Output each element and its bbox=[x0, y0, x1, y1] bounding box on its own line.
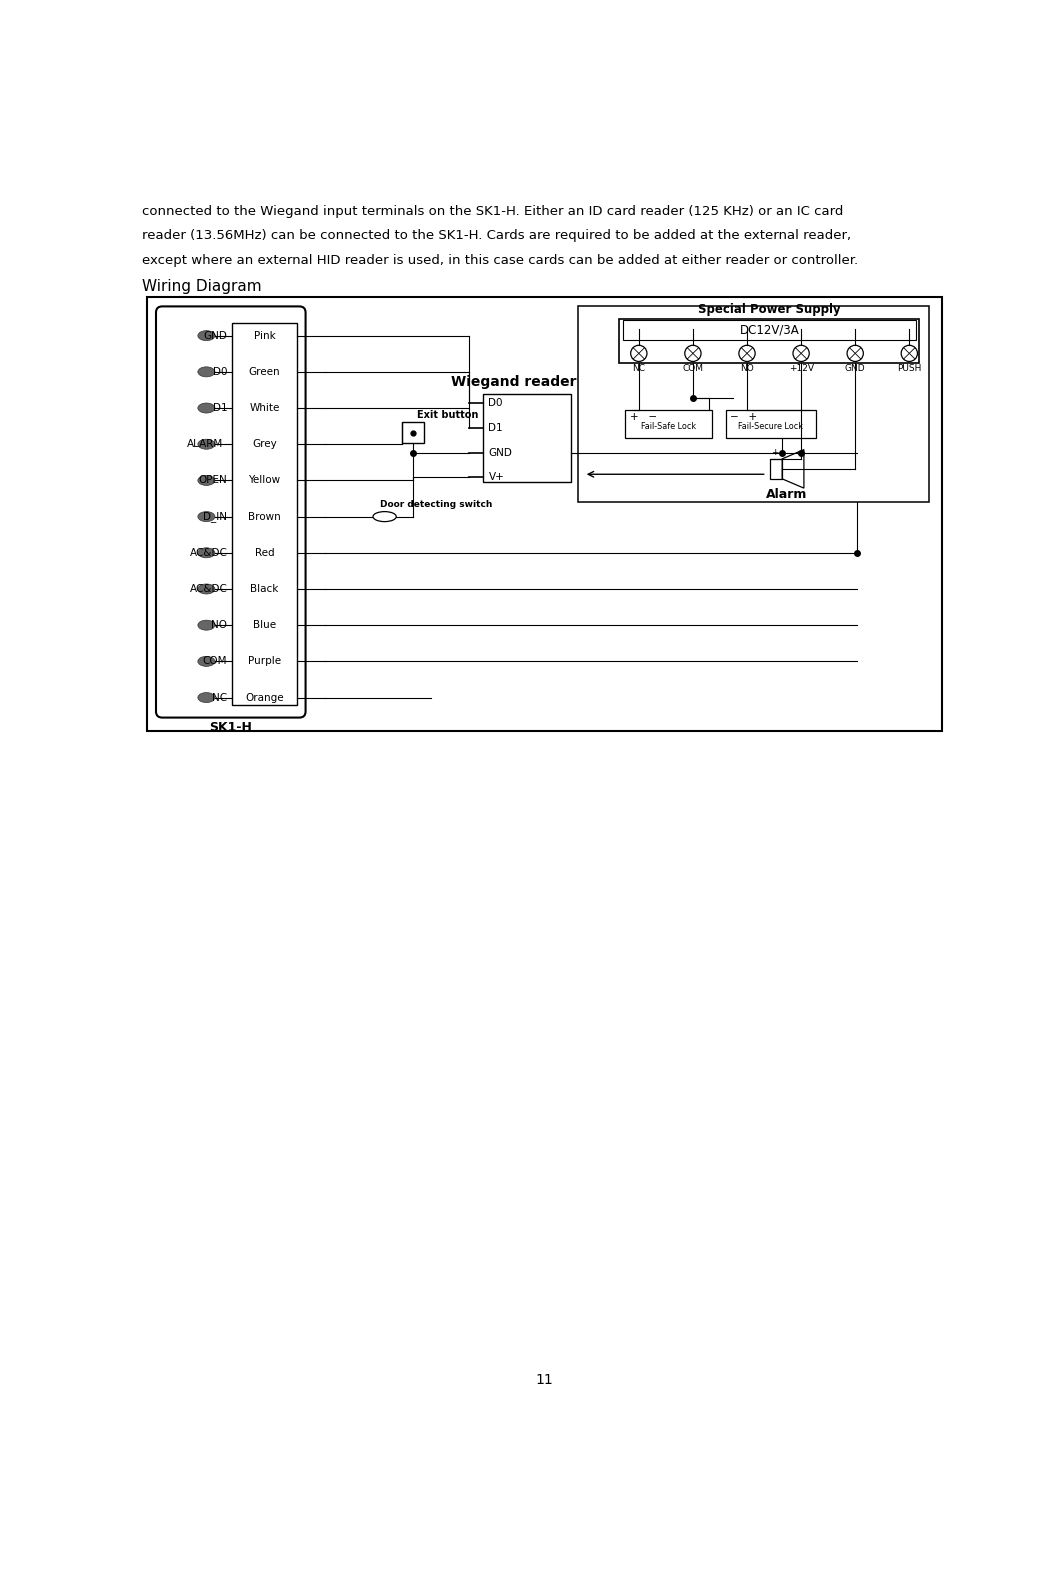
Text: Wiring Diagram: Wiring Diagram bbox=[142, 279, 261, 294]
Ellipse shape bbox=[198, 584, 215, 593]
Text: White: White bbox=[250, 402, 279, 413]
FancyBboxPatch shape bbox=[770, 459, 783, 478]
Text: DC12V/3A: DC12V/3A bbox=[739, 323, 800, 336]
Text: Door detecting switch: Door detecting switch bbox=[380, 500, 493, 510]
Text: Wiegand reader: Wiegand reader bbox=[450, 376, 576, 388]
Text: Fail-Secure Lock: Fail-Secure Lock bbox=[738, 423, 804, 431]
Text: Grey: Grey bbox=[252, 439, 277, 450]
Text: +   −: + − bbox=[630, 412, 656, 421]
Text: D1: D1 bbox=[489, 423, 503, 432]
Text: COM: COM bbox=[203, 656, 227, 666]
Text: GND: GND bbox=[489, 448, 512, 458]
Text: Red: Red bbox=[255, 548, 274, 557]
Text: Pink: Pink bbox=[254, 331, 275, 341]
Text: reader (13.56MHz) can be connected to the SK1-H. Cards are required to be added : reader (13.56MHz) can be connected to th… bbox=[142, 229, 851, 243]
Text: −   +: − + bbox=[731, 412, 757, 421]
Text: SK1-H: SK1-H bbox=[209, 721, 253, 734]
FancyBboxPatch shape bbox=[624, 410, 713, 439]
Text: Exit button: Exit button bbox=[417, 410, 479, 420]
FancyBboxPatch shape bbox=[619, 319, 920, 363]
Text: PUSH: PUSH bbox=[897, 365, 922, 372]
FancyBboxPatch shape bbox=[156, 306, 306, 718]
Ellipse shape bbox=[198, 402, 215, 413]
Text: +12V: +12V bbox=[789, 365, 813, 372]
FancyBboxPatch shape bbox=[402, 421, 424, 443]
FancyBboxPatch shape bbox=[232, 322, 297, 705]
Text: Black: Black bbox=[251, 584, 278, 593]
Text: Orange: Orange bbox=[245, 693, 284, 702]
Ellipse shape bbox=[198, 656, 215, 666]
Text: Alarm: Alarm bbox=[766, 488, 807, 502]
Text: NO: NO bbox=[211, 620, 227, 630]
Text: D_IN: D_IN bbox=[203, 511, 227, 522]
Text: V+: V+ bbox=[489, 472, 504, 483]
FancyBboxPatch shape bbox=[483, 394, 570, 481]
Ellipse shape bbox=[198, 366, 215, 377]
Ellipse shape bbox=[198, 693, 215, 702]
Text: Yellow: Yellow bbox=[249, 475, 280, 486]
Text: Special Power Supply: Special Power Supply bbox=[698, 303, 841, 316]
Text: D1: D1 bbox=[212, 402, 227, 413]
Ellipse shape bbox=[198, 511, 215, 522]
Text: NC: NC bbox=[212, 693, 227, 702]
Text: Fail-Safe Lock: Fail-Safe Lock bbox=[641, 423, 697, 431]
Text: +: + bbox=[771, 448, 778, 458]
Ellipse shape bbox=[198, 439, 215, 450]
Ellipse shape bbox=[373, 511, 396, 522]
Text: D0: D0 bbox=[489, 398, 503, 409]
Text: ALARM-: ALARM- bbox=[187, 439, 227, 450]
Text: GND: GND bbox=[845, 365, 866, 372]
Text: OPEN: OPEN bbox=[199, 475, 227, 486]
Text: AC&DC: AC&DC bbox=[189, 548, 227, 557]
Text: Blue: Blue bbox=[253, 620, 276, 630]
Text: NC: NC bbox=[632, 365, 646, 372]
Text: COM: COM bbox=[683, 365, 703, 372]
Text: GND: GND bbox=[204, 331, 227, 341]
Text: NO: NO bbox=[740, 365, 754, 372]
Text: except where an external HID reader is used, in this case cards can be added at : except where an external HID reader is u… bbox=[142, 254, 858, 267]
Text: D0: D0 bbox=[212, 366, 227, 377]
FancyBboxPatch shape bbox=[147, 297, 942, 731]
Ellipse shape bbox=[198, 620, 215, 630]
Text: Green: Green bbox=[249, 366, 280, 377]
Text: Brown: Brown bbox=[249, 511, 280, 522]
Text: connected to the Wiegand input terminals on the SK1-H. Either an ID card reader : connected to the Wiegand input terminals… bbox=[142, 205, 843, 218]
Text: Purple: Purple bbox=[247, 656, 281, 666]
Ellipse shape bbox=[198, 331, 215, 341]
Text: 11: 11 bbox=[535, 1373, 553, 1387]
Ellipse shape bbox=[198, 475, 215, 486]
FancyBboxPatch shape bbox=[622, 320, 917, 341]
Text: AC&DC: AC&DC bbox=[189, 584, 227, 593]
Ellipse shape bbox=[198, 548, 215, 557]
FancyBboxPatch shape bbox=[725, 410, 817, 439]
